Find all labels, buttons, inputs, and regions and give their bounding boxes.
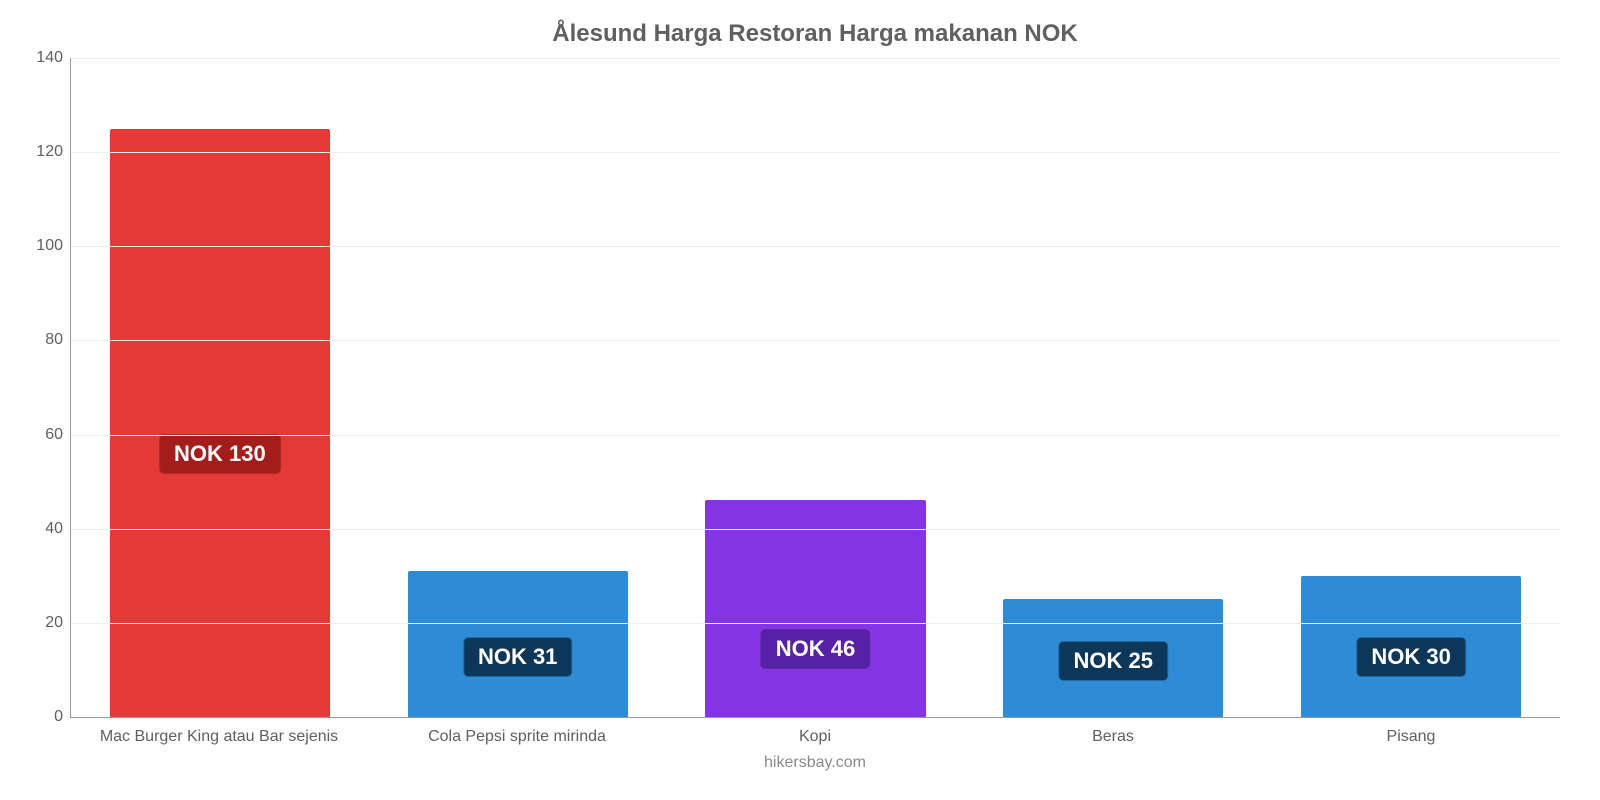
bar-value-badge: NOK 30 bbox=[1357, 638, 1464, 676]
x-axis-label: Mac Burger King atau Bar sejenis bbox=[70, 728, 368, 746]
x-axis-label: Beras bbox=[964, 728, 1262, 746]
bar: NOK 30 bbox=[1301, 576, 1521, 717]
x-axis-labels: Mac Burger King atau Bar sejenisCola Pep… bbox=[70, 728, 1560, 746]
y-tick-label: 120 bbox=[23, 143, 63, 161]
bar-value-badge: NOK 46 bbox=[762, 630, 869, 668]
grid-line bbox=[71, 529, 1560, 530]
grid-line bbox=[71, 623, 1560, 624]
y-tick-label: 40 bbox=[23, 520, 63, 538]
grid-line bbox=[71, 246, 1560, 247]
chart-container: Ålesund Harga Restoran Harga makanan NOK… bbox=[0, 0, 1600, 800]
bar-slot: NOK 30 bbox=[1262, 58, 1560, 717]
y-tick-label: 80 bbox=[23, 331, 63, 349]
bar: NOK 25 bbox=[1003, 599, 1223, 717]
y-tick-label: 20 bbox=[23, 614, 63, 632]
bar-slot: NOK 130 bbox=[71, 58, 369, 717]
credit-label: hikersbay.com bbox=[70, 754, 1560, 772]
x-axis-label: Kopi bbox=[666, 728, 964, 746]
bar-value-badge: NOK 25 bbox=[1060, 642, 1167, 680]
x-axis-label: Cola Pepsi sprite mirinda bbox=[368, 728, 666, 746]
bars-row: NOK 130 NOK 31 NOK 46 NOK 25 NOK 30 bbox=[71, 58, 1560, 717]
y-tick-label: 0 bbox=[23, 708, 63, 726]
grid-line bbox=[71, 340, 1560, 341]
y-tick-label: 100 bbox=[23, 237, 63, 255]
plot-area: NOK 130NOK 31NOK 46NOK 25NOK 30 02040608… bbox=[70, 58, 1560, 718]
chart-title: Ålesund Harga Restoran Harga makanan NOK bbox=[70, 20, 1560, 48]
bar: NOK 31 bbox=[408, 571, 628, 717]
bar-value-badge: NOK 31 bbox=[464, 638, 571, 676]
bar-slot: NOK 31 bbox=[369, 58, 667, 717]
bar: NOK 130 bbox=[110, 129, 330, 717]
bar: NOK 46 bbox=[705, 500, 925, 717]
bar-slot: NOK 46 bbox=[667, 58, 965, 717]
y-tick-label: 60 bbox=[23, 426, 63, 444]
x-axis-label: Pisang bbox=[1262, 728, 1560, 746]
grid-line bbox=[71, 435, 1560, 436]
bar-slot: NOK 25 bbox=[964, 58, 1262, 717]
grid-line bbox=[71, 58, 1560, 59]
bar-value-badge: NOK 130 bbox=[160, 435, 280, 473]
grid-line bbox=[71, 152, 1560, 153]
y-tick-label: 140 bbox=[23, 49, 63, 67]
